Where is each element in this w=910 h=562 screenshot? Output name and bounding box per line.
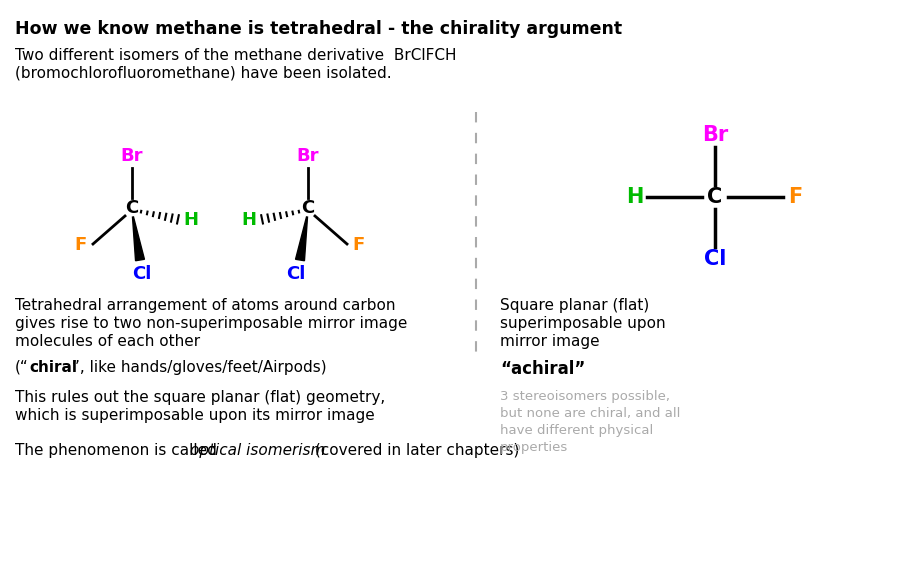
- Text: Br: Br: [121, 147, 143, 165]
- Text: Cl: Cl: [132, 265, 152, 283]
- Text: (“: (“: [15, 360, 29, 375]
- Text: H: H: [241, 211, 257, 229]
- Text: optical isomerism: optical isomerism: [190, 443, 326, 458]
- Text: 3 stereoisomers possible,: 3 stereoisomers possible,: [500, 390, 670, 403]
- Text: Cl: Cl: [703, 249, 726, 269]
- Text: F: F: [353, 236, 365, 254]
- Text: but none are chiral, and all: but none are chiral, and all: [500, 407, 681, 420]
- Text: Two different isomers of the methane derivative  BrClFCH: Two different isomers of the methane der…: [15, 48, 457, 63]
- Text: F: F: [75, 236, 87, 254]
- Text: This rules out the square planar (flat) geometry,: This rules out the square planar (flat) …: [15, 390, 385, 405]
- Polygon shape: [296, 217, 308, 261]
- Text: “achiral”: “achiral”: [500, 360, 585, 378]
- Text: C: C: [301, 199, 315, 217]
- Text: Br: Br: [702, 125, 728, 145]
- Text: which is superimposable upon its mirror image: which is superimposable upon its mirror …: [15, 408, 375, 423]
- Text: (bromochlorofluoromethane) have been isolated.: (bromochlorofluoromethane) have been iso…: [15, 66, 391, 81]
- Text: Square planar (flat): Square planar (flat): [500, 298, 649, 313]
- Text: H: H: [626, 187, 643, 207]
- Text: superimposable upon: superimposable upon: [500, 316, 665, 331]
- Text: ”, like hands/gloves/feet/Airpods): ”, like hands/gloves/feet/Airpods): [72, 360, 327, 375]
- Text: chiral: chiral: [29, 360, 77, 375]
- Text: properties: properties: [500, 441, 568, 454]
- Text: C: C: [126, 199, 138, 217]
- Text: C: C: [707, 187, 723, 207]
- Text: gives rise to two non-superimposable mirror image: gives rise to two non-superimposable mir…: [15, 316, 408, 331]
- Text: How we know methane is tetrahedral - the chirality argument: How we know methane is tetrahedral - the…: [15, 20, 622, 38]
- Text: Br: Br: [297, 147, 319, 165]
- Text: Cl: Cl: [287, 265, 306, 283]
- Text: (covered in later chapters): (covered in later chapters): [310, 443, 520, 458]
- Text: H: H: [184, 211, 198, 229]
- Text: have different physical: have different physical: [500, 424, 653, 437]
- Text: molecules of each other: molecules of each other: [15, 334, 200, 349]
- Text: F: F: [788, 187, 802, 207]
- Text: The phenomenon is called: The phenomenon is called: [15, 443, 222, 458]
- Text: Tetrahedral arrangement of atoms around carbon: Tetrahedral arrangement of atoms around …: [15, 298, 396, 313]
- Text: mirror image: mirror image: [500, 334, 600, 349]
- Polygon shape: [133, 217, 145, 261]
